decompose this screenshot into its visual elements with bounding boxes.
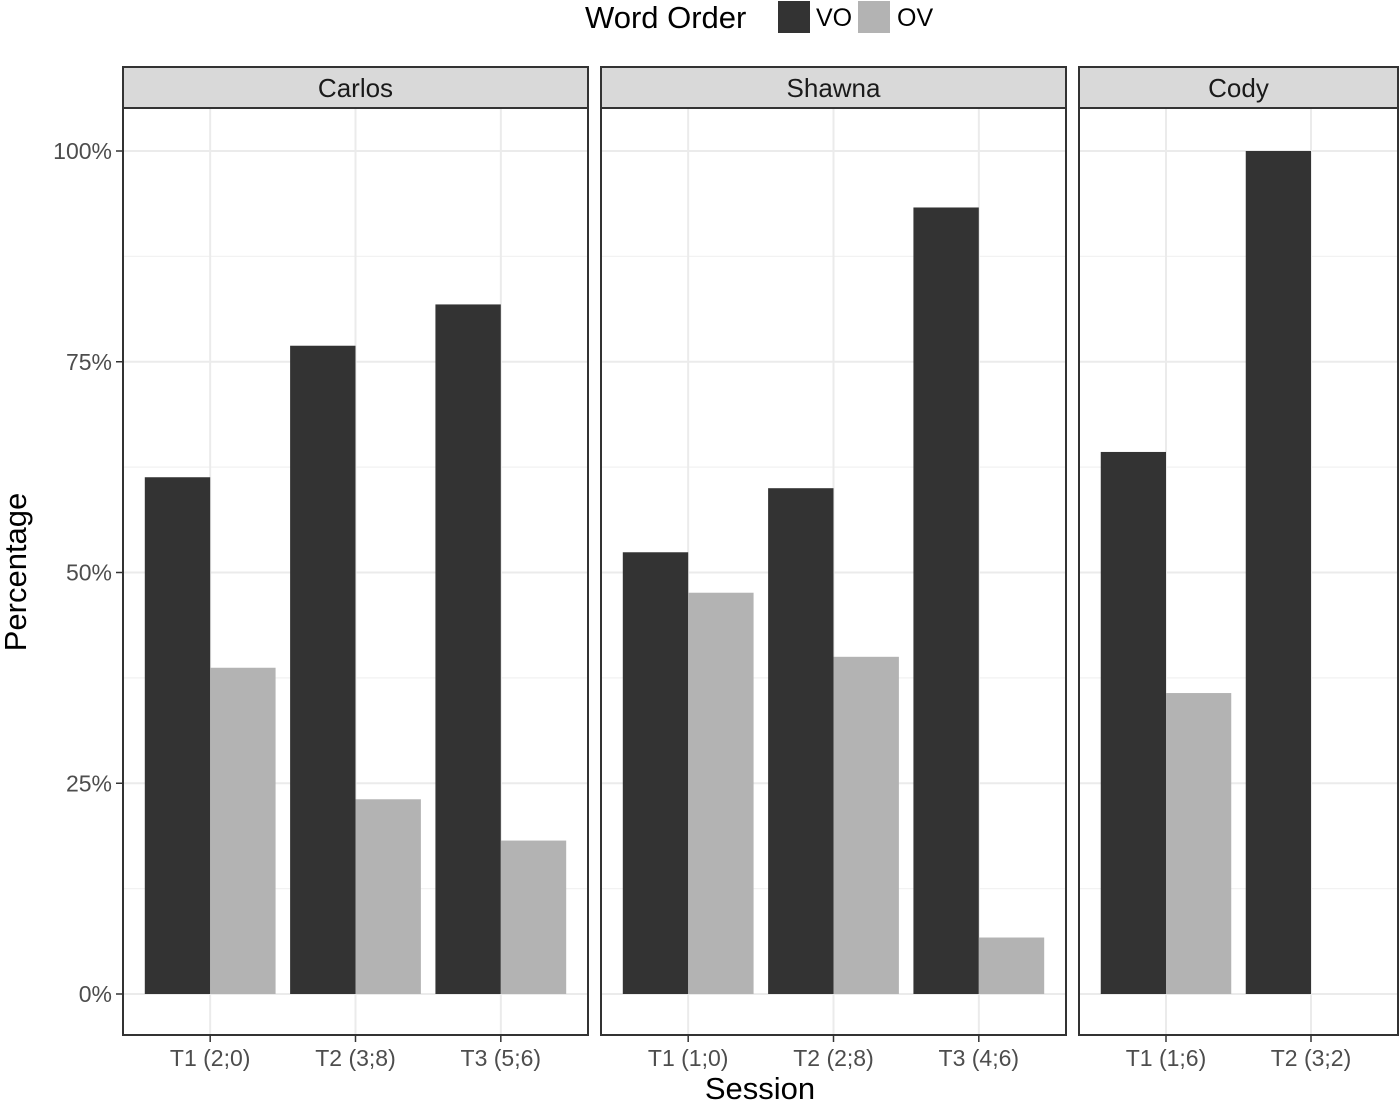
bar-ov-carlos-3: [500, 840, 567, 994]
facet-strip-label: Shawna: [787, 73, 881, 103]
legend-title: Word Order: [585, 0, 746, 35]
legend-swatch-ov: [858, 1, 890, 33]
legend: Word Order VO OV: [585, 0, 933, 35]
facet-strip-label: Cody: [1208, 73, 1269, 103]
x-tick-label: T2 (3;2): [1271, 1045, 1352, 1071]
facet-strip: [600, 66, 1067, 109]
bar-vo-shawna-2: [768, 488, 834, 994]
bar-ov-shawna-1: [688, 592, 754, 994]
bar-vo-carlos-2: [290, 345, 356, 994]
bar-vo-shawna-3: [913, 207, 979, 994]
x-tick-label: T1 (1;0): [648, 1045, 729, 1071]
axes: Percentage Session: [0, 493, 815, 1106]
legend-label-vo: VO: [816, 4, 852, 32]
y-tick-label: 100%: [53, 138, 112, 164]
facet-strip: [1078, 66, 1399, 109]
facet-strip-label: Carlos: [318, 73, 393, 103]
y-tick-label: 0%: [79, 981, 112, 1007]
facet-panel-shawna: Shawna T1 (1;0) T2 (2;8) T3 (4;6): [600, 66, 1067, 1071]
facet-panels: 0% 25% 50% 75% 100% Carlos T1 (2;0) T2 (3;8) T3 …: [53, 66, 1399, 1071]
x-tick-label: T2 (2;8): [793, 1045, 874, 1071]
bar-vo-cody-1: [1100, 451, 1166, 994]
facet-panel-cody: Cody T1 (1;6) T2 (3;2): [1078, 66, 1399, 1071]
x-tick-label: T1 (2;0): [170, 1045, 251, 1071]
bar-vo-cody-2: [1245, 151, 1311, 994]
legend-swatch-vo: [778, 1, 810, 33]
y-tick-label: 25%: [66, 770, 112, 796]
bar-vo-shawna-1: [622, 552, 689, 994]
x-axis-title: Session: [705, 1071, 815, 1103]
bar-ov-shawna-2: [833, 656, 899, 994]
x-tick-label: T1 (1;6): [1126, 1045, 1207, 1071]
y-tick-label: 75%: [66, 349, 112, 375]
y-tick-label: 50%: [66, 560, 112, 586]
bar-ov-carlos-2: [355, 799, 421, 994]
legend-label-ov: OV: [897, 4, 933, 32]
bar-vo-carlos-3: [435, 304, 501, 994]
bar-ov-cody-1: [1166, 693, 1232, 994]
facet-strip: [122, 66, 589, 109]
bar-ov-carlos-1: [210, 667, 276, 994]
x-tick-label: T3 (4;6): [939, 1045, 1020, 1071]
x-tick-label: T3 (5;6): [461, 1045, 542, 1071]
x-tick-label: T2 (3;8): [315, 1045, 396, 1071]
y-axis-title: Percentage: [0, 493, 33, 652]
bar-ov-shawna-3: [978, 937, 1045, 994]
facet-panel-carlos: Carlos T1 (2;0) T2 (3;8) T3 (5;6): [122, 66, 589, 1071]
bar-vo-carlos-1: [144, 477, 211, 995]
